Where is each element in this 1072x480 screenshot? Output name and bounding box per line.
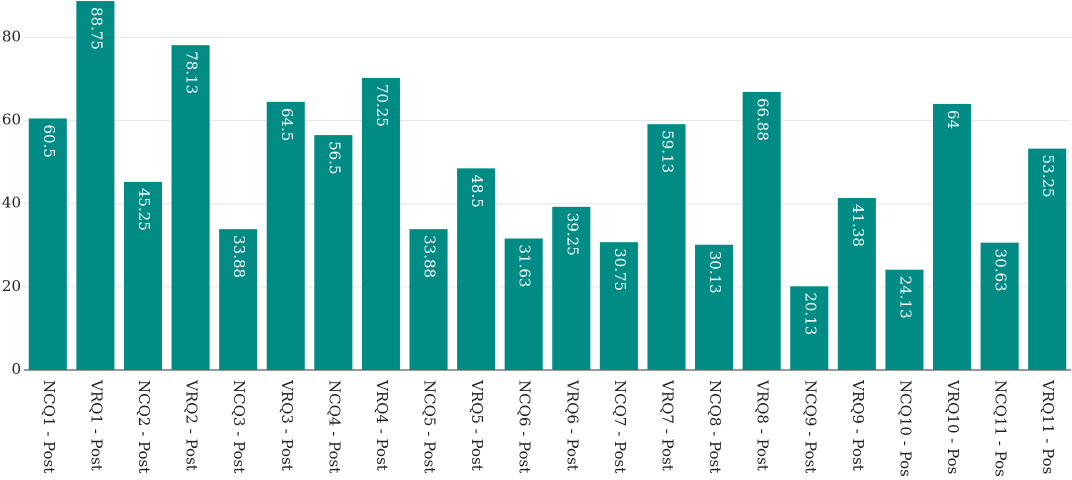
value-label: 39.25 — [563, 213, 581, 256]
x-tick-label: NCQ9 - Post — [801, 380, 819, 473]
x-tick-label: NCQ7 - Post — [611, 380, 629, 473]
value-label: 31.63 — [516, 245, 534, 288]
value-label: 53.25 — [1039, 155, 1057, 198]
x-tick-label: NCQ6 - Post — [516, 380, 534, 473]
bar — [76, 1, 115, 370]
bar — [790, 286, 829, 370]
x-tick-label: VRQ3 - Post — [278, 379, 296, 471]
value-label: 88.75 — [87, 7, 105, 50]
y-tick-label: 20 — [2, 277, 21, 295]
bar — [171, 45, 210, 371]
bar — [647, 124, 686, 370]
bar — [1028, 148, 1067, 370]
x-tick-label: NCQ4 - Post — [325, 380, 343, 473]
x-tick-label: NCQ3 - Post — [230, 380, 248, 473]
x-tick-label: VRQ7 - Post — [658, 379, 676, 471]
x-tick-label: VRQ5 - Post — [468, 379, 486, 471]
bar — [361, 77, 400, 371]
value-label: 48.5 — [468, 174, 486, 207]
y-tick-label: 60 — [2, 111, 21, 129]
x-tick-label: NCQ10 - Pos — [896, 380, 914, 477]
value-label: 30.13 — [706, 251, 724, 294]
bar — [837, 197, 876, 370]
x-tick-label: VRQ6 - Post — [563, 379, 581, 471]
value-label: 78.13 — [183, 51, 201, 94]
x-tick-label: NCQ5 - Post — [421, 380, 439, 473]
x-tick-label: VRQ8 - Post — [754, 379, 772, 471]
x-tick-label: NCQ2 - Post — [135, 380, 153, 473]
bar — [932, 103, 972, 370]
bar — [742, 91, 781, 371]
x-tick-label: VRQ9 - Post — [849, 379, 867, 471]
bar — [552, 206, 591, 370]
value-label: 33.88 — [421, 235, 439, 278]
x-tick-label: VRQ11 - Pos — [1039, 379, 1057, 474]
x-tick-label: VRQ2 - Post — [183, 379, 201, 471]
value-label: 56.5 — [325, 141, 343, 174]
bar — [504, 238, 543, 370]
value-label: 30.75 — [611, 248, 629, 291]
value-label: 45.25 — [135, 188, 153, 231]
x-tick-label: VRQ4 - Post — [373, 379, 391, 471]
bar — [457, 168, 496, 370]
bar — [123, 181, 163, 370]
x-tick-label: VRQ1 - Post — [87, 379, 105, 471]
y-tick-label: 40 — [2, 194, 21, 212]
bar — [599, 242, 638, 370]
bar — [409, 229, 448, 370]
x-tick-label: NCQ11 - Pos — [992, 380, 1010, 477]
bar — [980, 242, 1019, 370]
y-tick-label: 0 — [11, 360, 21, 378]
value-label: 70.25 — [373, 84, 391, 127]
x-tick-label: NCQ1 - Post — [40, 380, 58, 473]
value-label: 30.63 — [992, 249, 1010, 292]
value-label: 20.13 — [801, 292, 819, 335]
value-label: 64.5 — [278, 108, 296, 141]
x-tick-label: NCQ8 - Post — [706, 380, 724, 473]
bar — [695, 244, 734, 370]
y-tick-label: 80 — [2, 27, 21, 45]
value-label: 66.88 — [754, 98, 772, 141]
bar — [266, 101, 305, 370]
value-label: 41.38 — [849, 204, 867, 247]
value-label: 60.5 — [40, 124, 58, 157]
bar — [28, 118, 67, 370]
value-label: 33.88 — [230, 235, 248, 278]
bar — [219, 229, 258, 370]
value-label: 24.13 — [896, 276, 914, 319]
x-tick-label: VRQ10 - Pos — [944, 379, 962, 474]
value-label: 64 — [944, 110, 962, 129]
bar — [314, 135, 353, 370]
value-label: 59.13 — [658, 130, 676, 173]
bar — [885, 269, 924, 370]
